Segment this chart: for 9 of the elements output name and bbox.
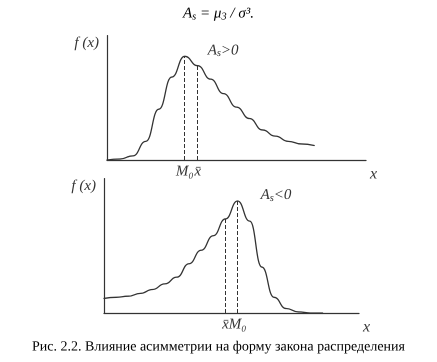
x-tick-label: M₀ [228, 316, 246, 332]
text: Рис. 2.2. Влияние асимметрии на форму закона распределения [32, 340, 406, 354]
x-tick-label: x̄ [221, 316, 230, 332]
y-axis-title: f (x) [74, 35, 99, 52]
x-tick-label: x̄ [193, 164, 202, 180]
x-axis-title: x [362, 318, 370, 336]
y-axis-title: f (x) [71, 178, 96, 194]
x-tick-label: M₀ [174, 164, 194, 180]
x-axis-title: x [369, 166, 378, 182]
